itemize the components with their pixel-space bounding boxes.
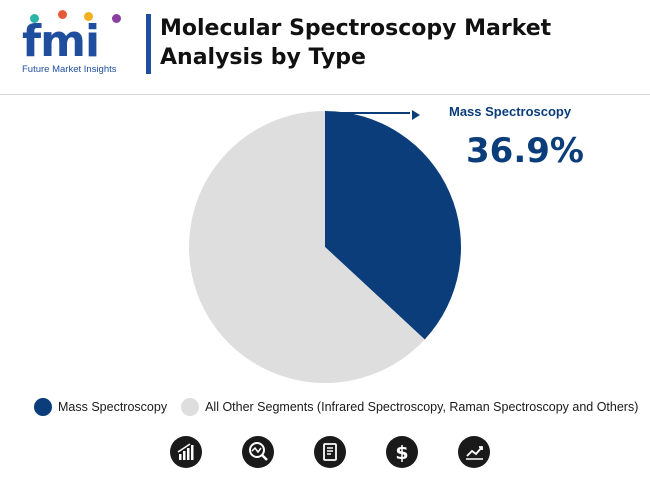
title-accent-bar — [146, 14, 151, 74]
bar-chart-icon — [170, 436, 202, 468]
callout-label: Mass Spectroscopy — [449, 104, 572, 119]
legend: Mass Spectroscopy All Other Segments (In… — [34, 398, 650, 416]
icon-row: $ — [170, 436, 490, 468]
header-divider — [0, 94, 650, 95]
legend-label: Mass Spectroscopy — [58, 400, 168, 414]
title-line-1: Molecular Spectroscopy Market — [160, 16, 552, 41]
header: fmi Future Market Insights Molecular Spe… — [0, 0, 650, 94]
pie-slice-mass-spectroscopy — [325, 111, 462, 340]
pie-chart — [189, 110, 462, 383]
magnifier-chart-icon — [242, 436, 274, 468]
dollar-icon: $ — [386, 436, 418, 468]
line-chart-icon — [458, 436, 490, 468]
legend-item: All Other Segments (Infrared Spectroscop… — [181, 398, 638, 416]
title-line-2: Analysis by Type — [160, 45, 366, 70]
svg-text:$: $ — [395, 442, 408, 464]
logo-letters: fmi — [22, 16, 100, 67]
logo-dot — [84, 12, 93, 21]
pie-slice-all-other-segments — [189, 111, 425, 383]
legend-swatch — [34, 398, 52, 416]
page-title: Molecular Spectroscopy Market Analysis b… — [160, 14, 551, 72]
logo-dot — [58, 10, 67, 19]
legend-item: Mass Spectroscopy — [34, 398, 167, 416]
logo-dot — [30, 14, 39, 23]
legend-label: All Other Segments (Infrared Spectroscop… — [205, 400, 639, 414]
legend-swatch — [181, 398, 200, 416]
document-icon — [314, 436, 346, 468]
logo-dot — [112, 14, 121, 23]
callout-arrowhead — [412, 110, 420, 120]
logo-tagline: Future Market Insights — [22, 64, 117, 75]
callout-value: 36.9% — [466, 131, 584, 171]
fmi-logo: fmi Future Market Insights — [22, 10, 132, 78]
